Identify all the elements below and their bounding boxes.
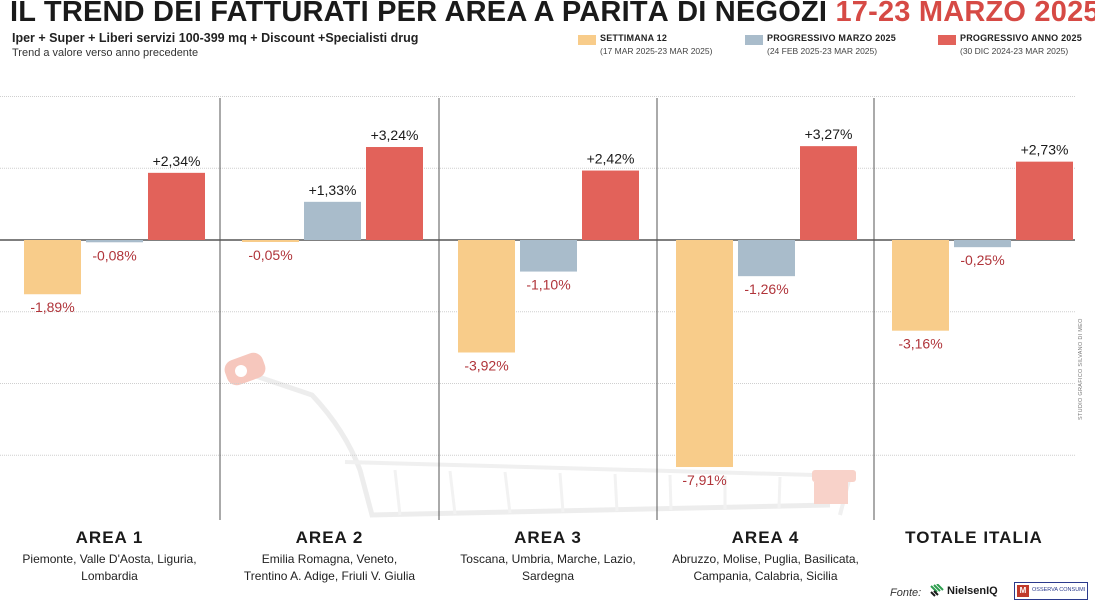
area-regions: Abruzzo, Molise, Puglia, Basilicata, Camp… [657, 551, 874, 585]
cart-basket-bars [393, 469, 782, 516]
area-title: AREA 3 [514, 528, 582, 547]
area-title: AREA 4 [731, 528, 800, 547]
nielseniq-logo: NielsenIQ [930, 583, 1010, 600]
design-credit: STUDIO GRAFICO SILVANO DI MEO [1078, 318, 1084, 420]
bars [24, 146, 1073, 468]
shopping-cart-illustration [224, 352, 856, 518]
data-label: +2,34% [153, 153, 201, 169]
bar [1016, 161, 1073, 240]
data-label: -3,92% [464, 358, 508, 374]
bar [582, 170, 639, 240]
area-title: AREA 2 [295, 528, 364, 547]
data-label: -3,16% [898, 336, 942, 352]
legend-swatch [745, 35, 763, 45]
bar [892, 240, 949, 331]
data-label: -1,89% [30, 299, 74, 315]
data-label: -0,25% [960, 252, 1004, 268]
data-label: -1,26% [744, 281, 788, 297]
cart-handle-hole [235, 365, 247, 377]
data-label: +2,42% [587, 151, 635, 167]
bar [148, 172, 205, 240]
cart-bumper [812, 470, 856, 482]
bar [676, 240, 733, 468]
area-dividers [219, 98, 875, 520]
osserva-consumi-logo: M OSSERVA CONSUMI [1014, 582, 1088, 600]
legend-swatch [938, 35, 956, 45]
bar [242, 240, 299, 242]
legend-range: (24 FEB 2025-23 MAR 2025) [767, 46, 878, 56]
area-regions-line: Piemonte, Valle D'Aosta, Liguria, [22, 552, 197, 566]
area-regions-line: Lombardia [81, 569, 138, 583]
area-regions-line: Trentino A. Adige, Friuli V. Giulia [243, 569, 416, 583]
nielseniq-wordmark: NielsenIQ [947, 585, 998, 597]
area-title: TOTALE ITALIA [905, 528, 1043, 547]
data-label: -0,08% [92, 247, 136, 263]
bar [86, 240, 143, 243]
bar [520, 240, 577, 272]
cart-frame [237, 367, 831, 518]
chart-subtitle: Iper + Super + Liberi servizi 100-399 mq… [12, 31, 419, 45]
bar [800, 146, 857, 240]
area-regions-line: Abruzzo, Molise, Puglia, Basilicata, [672, 552, 859, 566]
area-regions-line: Campania, Calabria, Sicilia [693, 569, 838, 583]
title-dates: 17-23 MARZO 2025 [835, 0, 1095, 28]
area-regions: Toscana, Umbria, Marche, Lazio, Sardegna [439, 551, 657, 585]
osserva-consumi-mark-icon: M [1017, 585, 1029, 597]
legend-name: SETTIMANA 12 [600, 33, 668, 43]
area-title: AREA 1 [75, 528, 144, 547]
area-regions-line: Sardegna [521, 569, 575, 583]
cart-bumper-block [814, 482, 848, 504]
legend-range: (30 DIC 2024-23 MAR 2025) [960, 46, 1069, 56]
data-label: +1,33% [309, 182, 357, 198]
bar [738, 240, 795, 277]
bar [954, 240, 1011, 248]
data-label: -0,05% [248, 247, 292, 263]
chart-note: Trend a valore verso anno precedente [12, 47, 199, 59]
bar [366, 147, 423, 240]
legend-range: (17 MAR 2025-23 MAR 2025) [600, 46, 713, 56]
area-regions-line: Emilia Romagna, Veneto, [261, 552, 398, 566]
area-regions: Emilia Romagna, Veneto, Trentino A. Adige… [220, 551, 439, 585]
data-label: +3,24% [371, 127, 419, 143]
bar [458, 240, 515, 353]
data-label: -7,91% [682, 472, 726, 488]
title-main: IL TREND DEI FATTURATI PER AREA A PARITÀ… [10, 0, 828, 28]
area-regions: Piemonte, Valle D'Aosta, Liguria, Lombard… [0, 551, 219, 585]
chart-title: IL TREND DEI FATTURATI PER AREA A PARITÀ… [10, 0, 1095, 30]
data-label: -1,10% [526, 277, 570, 293]
data-label: +2,73% [1021, 142, 1069, 158]
nielseniq-mark-icon [930, 584, 944, 597]
data-label: +3,27% [805, 126, 853, 142]
area-regions-line: Toscana, Umbria, Marche, Lazio, [460, 552, 636, 566]
source-label: Fonte: [890, 587, 922, 599]
legend-swatch [578, 35, 596, 45]
legend-name: PROGRESSIVO MARZO 2025 [767, 33, 896, 43]
bar [304, 201, 361, 240]
osserva-consumi-wordmark: OSSERVA CONSUMI [1032, 587, 1086, 593]
bar [24, 240, 81, 295]
data-labels: -1,89% -0,05% -3,92% -7,91% -3,16% -0,08% +1,3… [30, 126, 1068, 488]
legend-name: PROGRESSIVO ANNO 2025 [960, 33, 1082, 43]
